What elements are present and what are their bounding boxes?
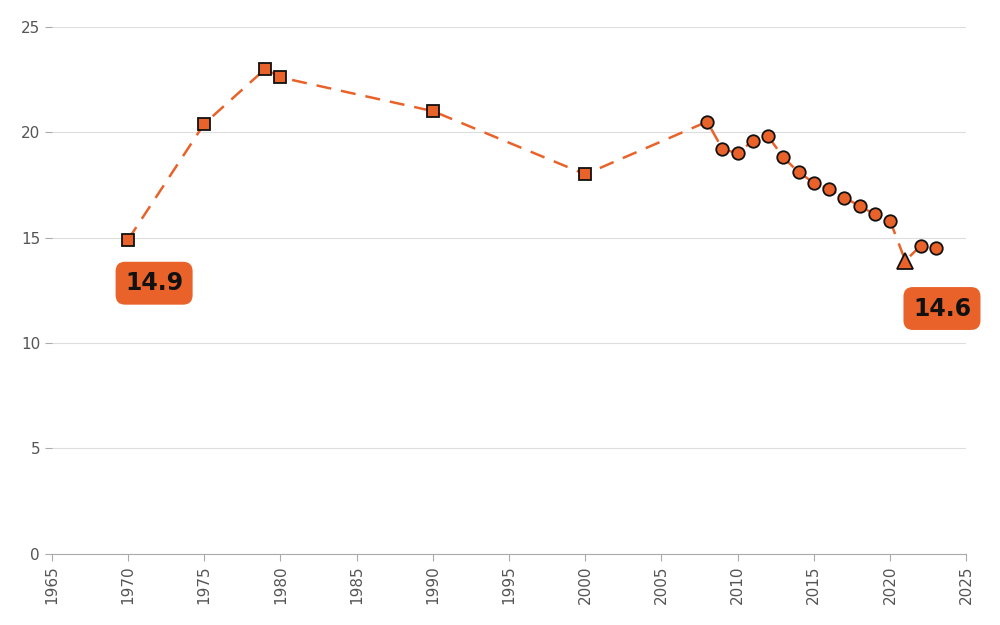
Text: 14.9: 14.9 bbox=[125, 271, 183, 295]
Text: 14.6: 14.6 bbox=[913, 296, 971, 321]
